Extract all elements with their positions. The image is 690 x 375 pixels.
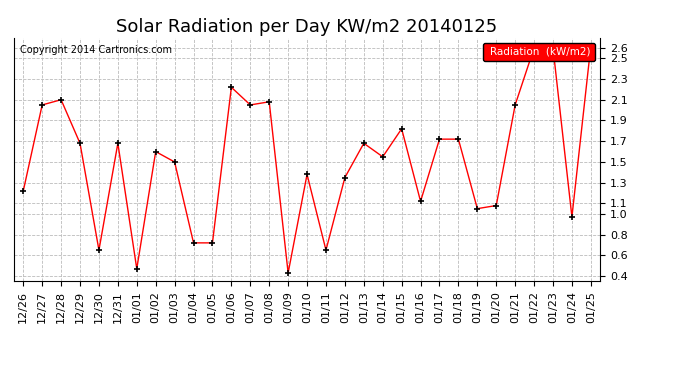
Legend: Radiation  (kW/m2): Radiation (kW/m2) <box>483 43 595 61</box>
Text: Copyright 2014 Cartronics.com: Copyright 2014 Cartronics.com <box>19 45 172 55</box>
Title: Solar Radiation per Day KW/m2 20140125: Solar Radiation per Day KW/m2 20140125 <box>117 18 497 36</box>
